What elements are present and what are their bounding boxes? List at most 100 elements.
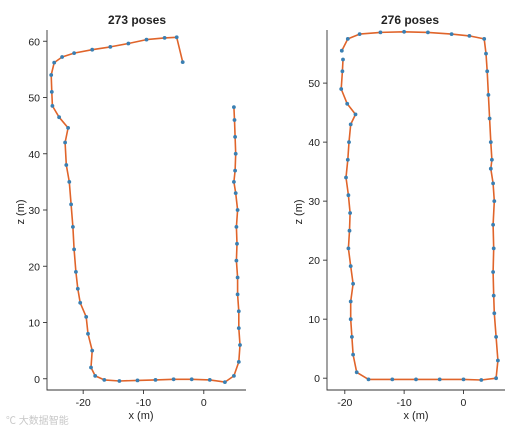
right-pose-point [346, 193, 351, 198]
right-pose-point [390, 377, 395, 382]
right-pose-point [492, 199, 497, 204]
left-ytick-label: 40 [28, 149, 40, 161]
right-pose-point [345, 101, 350, 106]
right-pose-point [347, 228, 352, 233]
left-pose-point [223, 380, 227, 384]
left-pose-point [57, 115, 61, 120]
panel-right-xlabel: x (m) [403, 410, 428, 422]
panel-left-plot: -20 -10 0 0 10 20 30 40 50 60 [28, 30, 246, 409]
left-pose-point [236, 309, 241, 314]
left-pose-point [235, 241, 239, 246]
right-pose-point [350, 335, 354, 339]
right-pose-point [347, 140, 351, 145]
right-pose-point [345, 37, 350, 41]
left-pose-point [90, 348, 95, 353]
left-pose-point [189, 377, 194, 382]
left-pose-point [93, 374, 98, 378]
left-pose-point [74, 270, 78, 274]
left-pose-point [233, 151, 238, 156]
left-xtick-label: -20 [76, 397, 91, 409]
left-pose-point [162, 36, 167, 40]
panel-left: 273 poses x (m) z (m) -20 -10 0 0 10 20 30 40 50… [15, 13, 246, 422]
right-pose-point [351, 281, 355, 286]
left-pose-point [235, 275, 240, 280]
right-pose-point [485, 69, 490, 74]
left-pose-point [144, 37, 149, 42]
right-pose-point [494, 335, 498, 339]
left-ytick-label: 30 [28, 205, 40, 217]
left-pose-point [49, 90, 54, 94]
left-pose-point [50, 104, 55, 108]
left-pose-point [174, 35, 179, 40]
right-pose-point [461, 377, 466, 382]
right-pose-point [484, 51, 488, 56]
right-pose-point [482, 37, 487, 41]
left-ytick-label: 50 [28, 93, 40, 105]
panel-left-ylabel: z (m) [15, 199, 27, 224]
left-pose-point [236, 360, 241, 364]
left-pose-point [72, 247, 76, 252]
left-pose-point [117, 379, 122, 383]
right-pose-point [490, 157, 494, 162]
left-pose-point [233, 168, 238, 173]
left-pose-point [232, 180, 236, 184]
left-pose-point [49, 73, 54, 77]
left-pose-point [72, 51, 76, 55]
left-pose-point [84, 315, 89, 319]
right-ytick-label: 0 [314, 373, 320, 385]
left-xtick-label: -10 [136, 397, 151, 409]
left-pose-point [90, 47, 95, 52]
left-pose-point [207, 378, 212, 382]
right-pose-point [357, 32, 362, 36]
left-pose-point [235, 208, 240, 212]
right-pose-point [339, 87, 344, 91]
right-xtick-label: 0 [461, 397, 467, 409]
right-pose-point [340, 69, 345, 74]
right-pose-point [378, 30, 383, 35]
panel-right-ylabel: z (m) [293, 199, 305, 224]
right-pose-point [348, 299, 353, 304]
left-pose-point [108, 45, 113, 49]
left-pose-point [171, 377, 176, 382]
left-pose-point [52, 60, 57, 65]
right-ytick-label: 10 [308, 314, 320, 326]
right-pose-point [492, 311, 497, 316]
right-pose-point [491, 246, 496, 251]
left-pose-point [180, 60, 185, 64]
right-ytick-label: 40 [308, 137, 320, 149]
right-pose-point [488, 166, 493, 171]
right-pose-point [339, 48, 344, 53]
left-pose-point [233, 135, 238, 139]
left-ytick-label: 20 [28, 261, 40, 273]
right-pose-point [437, 377, 442, 382]
left-ytick-label: 10 [28, 318, 40, 330]
left-pose-point [64, 163, 69, 167]
right-pose-point [491, 222, 495, 227]
right-pose-point [491, 270, 495, 274]
panel-left-xlabel: x (m) [128, 410, 153, 422]
right-pose-point [426, 30, 430, 35]
right-pose-point [351, 352, 355, 357]
right-pose-point [341, 57, 345, 62]
left-trajectory-line [50, 36, 241, 383]
left-pose-point [102, 378, 107, 382]
left-pose-point [232, 105, 236, 109]
right-pose-point [348, 122, 353, 127]
panel-left-title: 273 poses [108, 13, 166, 27]
left-pose-point [63, 140, 67, 145]
left-pose-point [238, 343, 242, 347]
right-pose-point [345, 157, 350, 162]
left-xtick-label: 0 [201, 397, 207, 409]
left-pose-point [126, 41, 131, 46]
right-pose-point [479, 378, 484, 382]
right-xtick-label: -20 [337, 397, 352, 409]
left-pose-point [67, 180, 72, 184]
right-pose-point [449, 32, 454, 36]
right-pose-point [467, 34, 472, 38]
right-pose-point [348, 317, 353, 322]
left-pose-point [60, 55, 64, 59]
right-pose-point [496, 358, 500, 363]
left-pose-point [89, 365, 93, 370]
left-pose-point [236, 326, 241, 330]
